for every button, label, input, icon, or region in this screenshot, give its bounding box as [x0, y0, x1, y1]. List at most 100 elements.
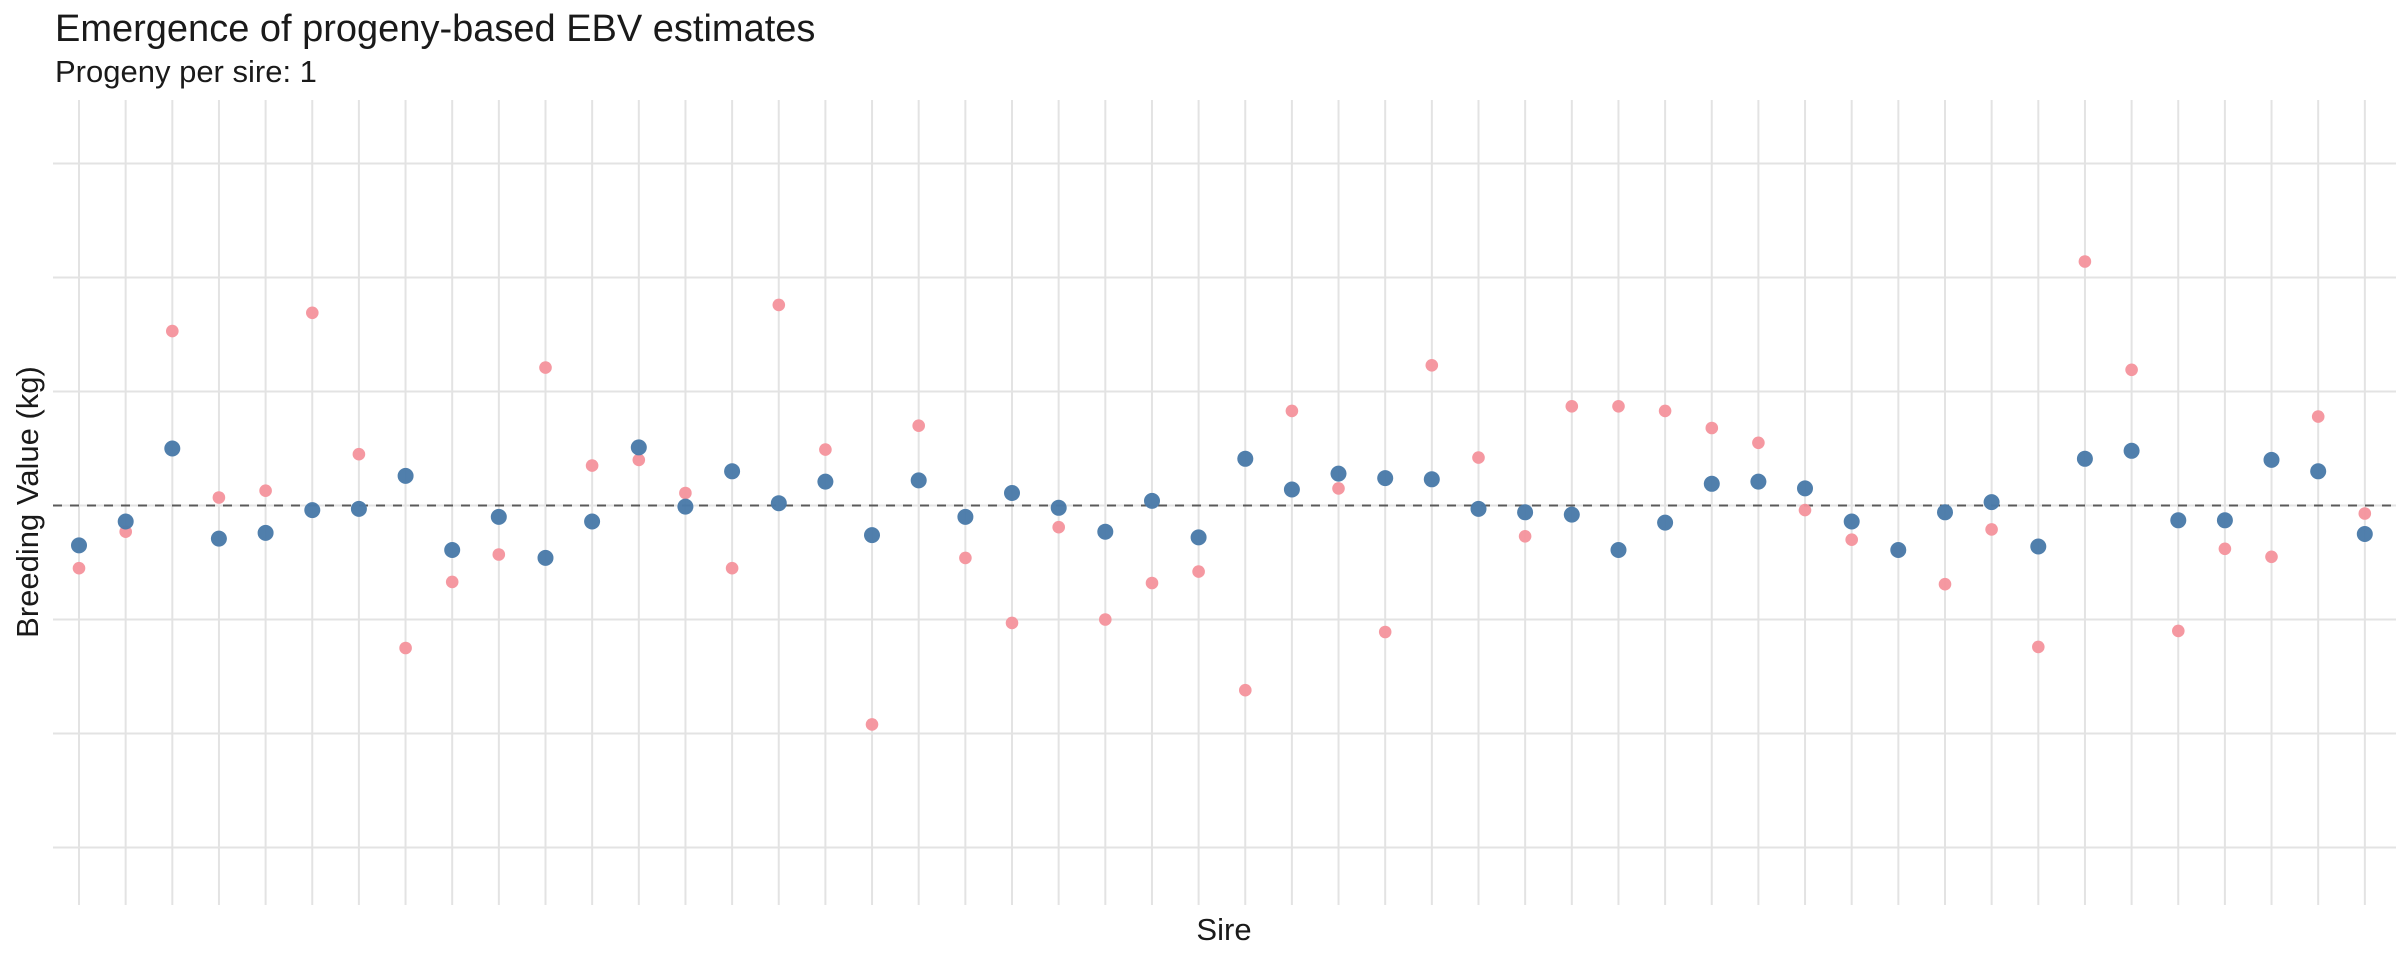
blue-point [724, 463, 741, 480]
pink-point [1099, 613, 1112, 626]
pink-point [1565, 400, 1579, 413]
blue-point [1610, 542, 1627, 558]
pink-point [2032, 640, 2045, 654]
pink-point [399, 641, 412, 655]
blue-point [957, 508, 974, 525]
pink-point [632, 453, 646, 467]
pink-point [352, 447, 366, 461]
pink-point [1192, 565, 1205, 578]
blue-point [1330, 465, 1347, 482]
blue-point [1050, 499, 1067, 516]
blue-point [1470, 500, 1487, 517]
blue-point [1750, 473, 1767, 490]
blue-point [770, 495, 787, 512]
blue-point [2123, 442, 2140, 459]
blue-point [1237, 450, 1254, 467]
pink-point [865, 718, 879, 731]
pink-point [2218, 542, 2232, 556]
pink-point [679, 486, 692, 500]
blue-point [350, 500, 367, 517]
blue-point [584, 513, 601, 530]
pink-point [1938, 577, 1952, 591]
pink-point [2358, 507, 2372, 520]
blue-point [397, 467, 414, 484]
y-axis-title: Breeding Value (kg) [10, 366, 45, 638]
pink-point [1145, 576, 1159, 590]
pink-point [1518, 530, 1532, 543]
pink-point [912, 419, 925, 433]
blue-point [630, 439, 647, 456]
chart-title: Emergence of progeny-based EBV estimates [55, 8, 816, 50]
pink-point [72, 561, 86, 575]
blue-point [2170, 512, 2187, 529]
pink-point [492, 548, 506, 561]
pink-point [1985, 523, 1998, 536]
blue-point [71, 537, 87, 554]
blue-point [1843, 513, 1860, 530]
blue-point [2356, 526, 2373, 542]
blue-point [864, 527, 880, 544]
blue-point [537, 549, 554, 566]
pink-point [1239, 683, 1252, 697]
pink-point [212, 491, 226, 504]
pink-point [1658, 404, 1672, 418]
blue-point [304, 502, 321, 519]
pink-point [1752, 436, 1765, 450]
pink-point [306, 306, 319, 320]
pink-point [1472, 451, 1485, 464]
pink-point [2311, 410, 2325, 423]
chart-subtitle: Progeny per sire: 1 [55, 54, 317, 89]
pink-point [539, 361, 552, 374]
pink-point [1285, 404, 1299, 418]
vertical-gridlines [78, 100, 2366, 905]
pink-point [585, 459, 599, 472]
blue-point [817, 473, 834, 490]
blue-point [2076, 450, 2093, 467]
blue-point [1004, 485, 1020, 501]
pink-point [259, 484, 272, 498]
pink-point [1612, 400, 1625, 413]
pink-point [1705, 421, 1719, 435]
blue-point [1703, 475, 1720, 492]
blue-point [1983, 494, 2000, 511]
pink-point [445, 575, 459, 589]
blue-point [1190, 529, 1207, 546]
pink-point [2265, 550, 2278, 564]
blue-point [1283, 481, 1300, 498]
blue-point [2263, 451, 2280, 468]
blue-point [2216, 512, 2233, 529]
blue-point [1423, 471, 1440, 488]
blue-point [910, 472, 927, 489]
blue-point [2030, 538, 2047, 555]
blue-point [1890, 542, 1907, 558]
pink-point [725, 561, 739, 575]
pink-point [1052, 520, 1065, 534]
blue-point [1563, 506, 1580, 523]
blue-point [210, 530, 227, 547]
blue-point [117, 513, 134, 530]
blue-point [490, 508, 507, 525]
pink-point [2172, 624, 2185, 638]
blue-point [444, 542, 461, 558]
pink-point [2125, 363, 2138, 377]
pink-point [959, 551, 972, 565]
pink-point [1425, 359, 1439, 372]
pink-point [166, 324, 179, 338]
pink-point [819, 443, 832, 456]
pink-point [1845, 533, 1858, 546]
pink-point [772, 298, 786, 312]
blue-point [1144, 492, 1160, 509]
blue-point [677, 498, 694, 515]
pink-point [2078, 255, 2092, 268]
blue-point-series [71, 439, 2373, 566]
horizontal-gridlines [53, 162, 2396, 849]
blue-point [1097, 523, 1114, 540]
pink-point-series [72, 255, 2372, 731]
pink-point [1798, 503, 1812, 517]
blue-point [2310, 463, 2327, 480]
blue-point [1517, 504, 1534, 521]
x-axis-title: Sire [1196, 912, 1252, 947]
blue-point [1657, 514, 1674, 531]
blue-point [257, 524, 274, 541]
